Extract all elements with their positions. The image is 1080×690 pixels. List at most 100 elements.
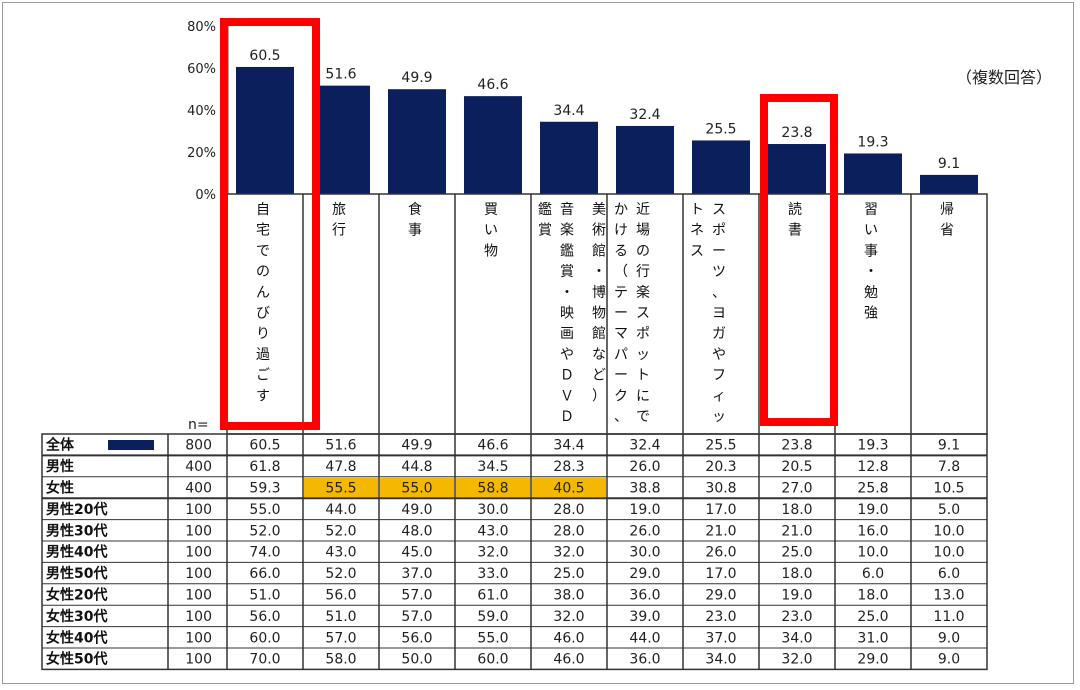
table-cell: 34.4: [553, 438, 584, 454]
table-cell: 26.0: [629, 523, 660, 539]
data-label-8: 19.3: [857, 134, 888, 150]
category-label-char: 楽: [560, 223, 574, 239]
category-label-char: ヨ: [712, 306, 726, 322]
table-cell: 55.5: [325, 481, 356, 497]
table-cell: 44.0: [325, 502, 356, 518]
category-label-char: の: [256, 264, 270, 280]
n-value: 100: [185, 609, 212, 625]
table-cell: 61.0: [477, 588, 508, 604]
table-cell: 6.0: [938, 566, 960, 582]
row-label: 男性: [46, 458, 74, 475]
table-cell: 52.0: [325, 523, 356, 539]
category-label-char: 館: [592, 242, 606, 259]
category-label-char: パ: [614, 347, 628, 363]
table-cell: 59.3: [249, 481, 280, 497]
category-label-char: 過: [256, 347, 270, 363]
category-label-char: 事: [864, 243, 878, 259]
table-cell: 39.0: [629, 609, 660, 625]
table-cell: 55.0: [401, 481, 432, 497]
n-value: 100: [185, 502, 212, 518]
table-cell: 29.0: [705, 588, 736, 604]
table-cell: 20.5: [781, 459, 812, 475]
category-label-char: ー: [614, 368, 628, 384]
multiple-answer-note: （複数回答）: [956, 68, 1052, 87]
table-cell: 19.3: [857, 438, 888, 454]
category-label-char: や: [560, 347, 574, 363]
table-cell: 51.0: [325, 609, 356, 625]
table-cell: 43.0: [325, 545, 356, 561]
table-cell: 17.0: [705, 566, 736, 582]
category-label-char: 館: [592, 325, 606, 342]
table-cell: 9.0: [938, 652, 960, 668]
bar-6: [692, 140, 750, 194]
data-label-4: 34.4: [553, 103, 584, 119]
category-label-char: Ｄ: [560, 368, 574, 384]
table-cell: 38.0: [553, 588, 584, 604]
row-label: 女性: [46, 480, 74, 497]
category-label-char: び: [256, 306, 270, 322]
category-label-char: る: [614, 243, 628, 259]
category-label-char: 行: [332, 223, 346, 239]
table-cell: 18.0: [781, 566, 812, 582]
data-label-6: 25.5: [705, 121, 736, 137]
category-label-char: い: [484, 223, 498, 239]
table-cell: 56.0: [401, 630, 432, 646]
category-label-char: 習: [864, 202, 878, 218]
category-label-char: 行: [636, 264, 650, 280]
table-cell: 12.8: [857, 459, 888, 475]
category-label-char: り: [256, 326, 270, 342]
table-cell: 33.0: [477, 566, 508, 582]
table-cell: 34.0: [781, 630, 812, 646]
category-label-char: ・: [592, 264, 606, 280]
highlighted-cell: [532, 477, 606, 498]
n-value: 400: [185, 459, 212, 475]
row-label: 全体: [45, 437, 75, 454]
table-cell: 32.4: [629, 438, 660, 454]
table-cell: 58.8: [477, 481, 508, 497]
category-label-char: で: [256, 243, 270, 259]
category-label-char: 鑑: [538, 201, 552, 218]
row-label: 男性40代: [46, 544, 107, 561]
bar-0: [236, 66, 294, 194]
data-label-0: 60.5: [249, 48, 280, 64]
table-cell: 57.0: [325, 630, 356, 646]
category-label-char: な: [592, 347, 606, 363]
n-label: n=: [188, 417, 209, 433]
row-label: 女性40代: [46, 629, 107, 646]
data-label-5: 32.4: [629, 107, 660, 123]
table-cell: 21.0: [705, 523, 736, 539]
row-label: 女性50代: [46, 651, 107, 668]
table-cell: 10.0: [933, 523, 964, 539]
category-label-char: ス: [636, 306, 650, 322]
table-cell: 49.9: [401, 438, 432, 454]
table-cell: 30.0: [629, 545, 660, 561]
category-label-char: ネ: [690, 223, 704, 239]
table-cell: 51.0: [249, 588, 280, 604]
row-label: 男性50代: [46, 565, 107, 582]
table-cell: 32.0: [553, 545, 584, 561]
category-label-char: け: [614, 223, 628, 239]
category-label-char: 鑑: [560, 242, 574, 259]
table-cell: 11.0: [933, 609, 964, 625]
table-cell: 32.0: [781, 652, 812, 668]
category-label-char: Ｖ: [560, 388, 574, 404]
bar-3: [464, 96, 522, 194]
category-label-char: 美: [592, 202, 606, 218]
table-cell: 19.0: [857, 502, 888, 518]
table-cell: 52.0: [325, 566, 356, 582]
table-cell: 57.0: [401, 609, 432, 625]
table-cell: 51.6: [325, 438, 356, 454]
category-label-char: 楽: [636, 285, 650, 301]
table-cell: 16.0: [857, 523, 888, 539]
table-cell: 28.0: [553, 523, 584, 539]
category-label-char: 、: [712, 285, 726, 301]
table-cell: 25.0: [553, 566, 584, 582]
table-cell: 44.0: [629, 630, 660, 646]
category-label-char: 博: [592, 284, 606, 301]
category-label-char: 事: [408, 223, 422, 239]
bar-7: [768, 144, 826, 194]
table-cell: 66.0: [249, 566, 280, 582]
category-label-char: マ: [614, 326, 628, 342]
category-label-char: に: [636, 388, 650, 404]
